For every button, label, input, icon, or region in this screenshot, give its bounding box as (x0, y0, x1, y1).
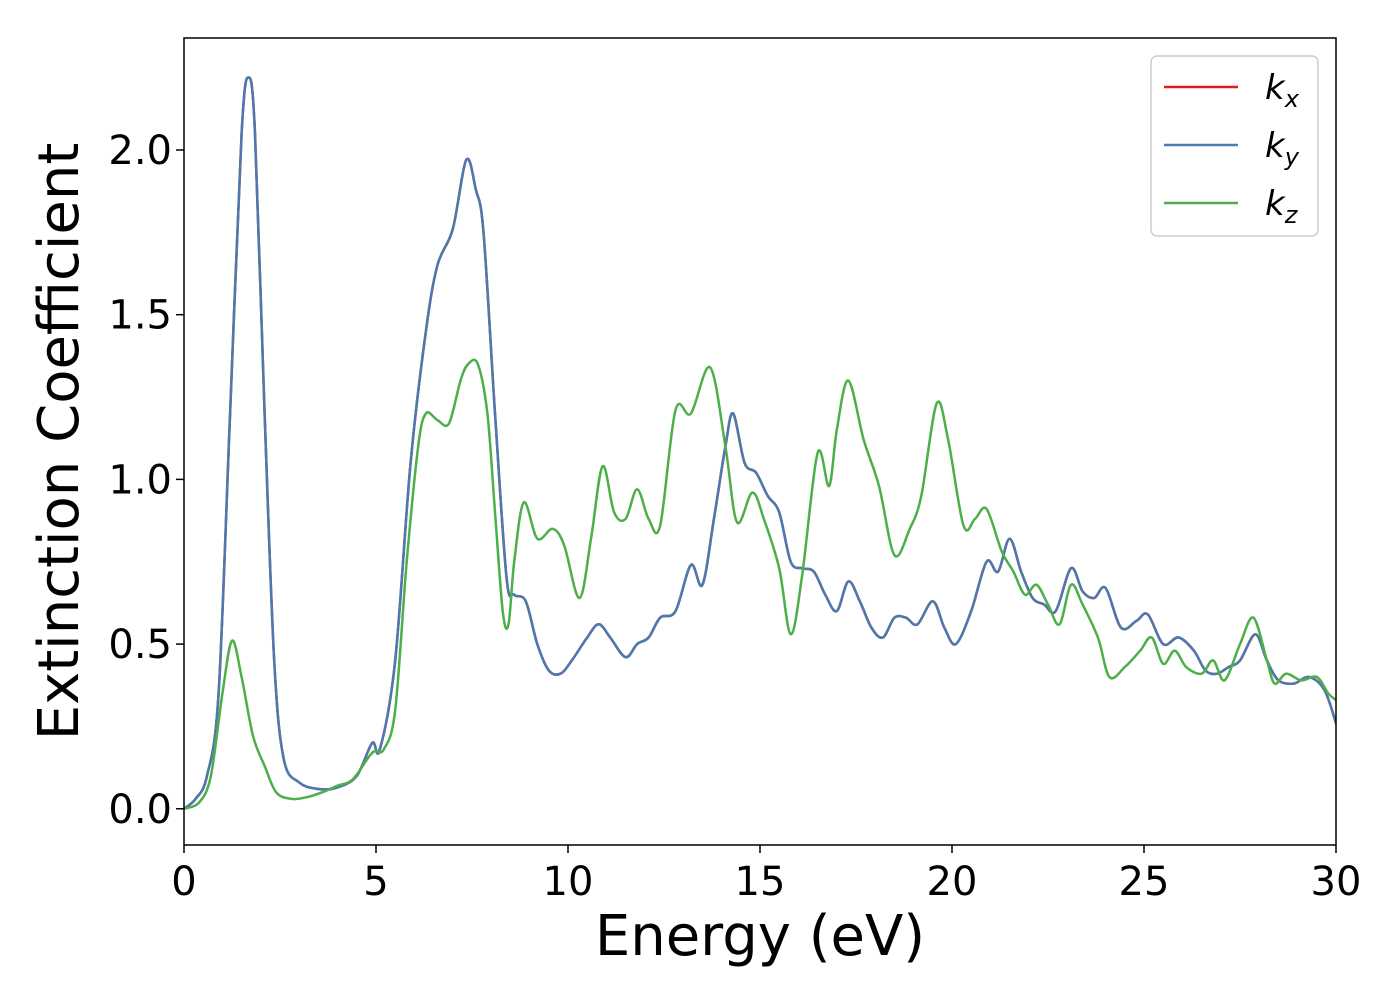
x-tick-label: 10 (543, 859, 594, 905)
series-layer (184, 76, 1336, 811)
x-tick-label: 5 (363, 859, 388, 905)
y-tick-label: 1.0 (108, 457, 172, 503)
x-axis: 0 5 10 15 20 25 30 (171, 845, 1361, 905)
series-line-k-z (184, 358, 1336, 811)
y-tick-label: 0.0 (108, 787, 172, 833)
x-tick-label: 20 (927, 859, 978, 905)
x-tick-label: 30 (1311, 859, 1362, 905)
legend-label-z: kz (1265, 184, 1299, 229)
y-axis-label: Extinction Coefficient (27, 143, 92, 741)
legend-label-y: ky (1265, 126, 1300, 171)
x-tick-label: 0 (171, 859, 196, 905)
legend: kx ky kz (1150, 55, 1319, 237)
legend-label-x: kx (1265, 68, 1300, 113)
x-tick-label: 15 (735, 859, 786, 905)
y-axis: 0.0 0.5 1.0 1.5 2.0 (108, 128, 184, 833)
y-tick-label: 0.5 (108, 622, 172, 668)
x-axis-label: Energy (eV) (595, 904, 925, 969)
y-tick-label: 2.0 (108, 128, 172, 174)
y-tick-label: 1.5 (108, 293, 172, 339)
x-tick-label: 25 (1119, 859, 1170, 905)
